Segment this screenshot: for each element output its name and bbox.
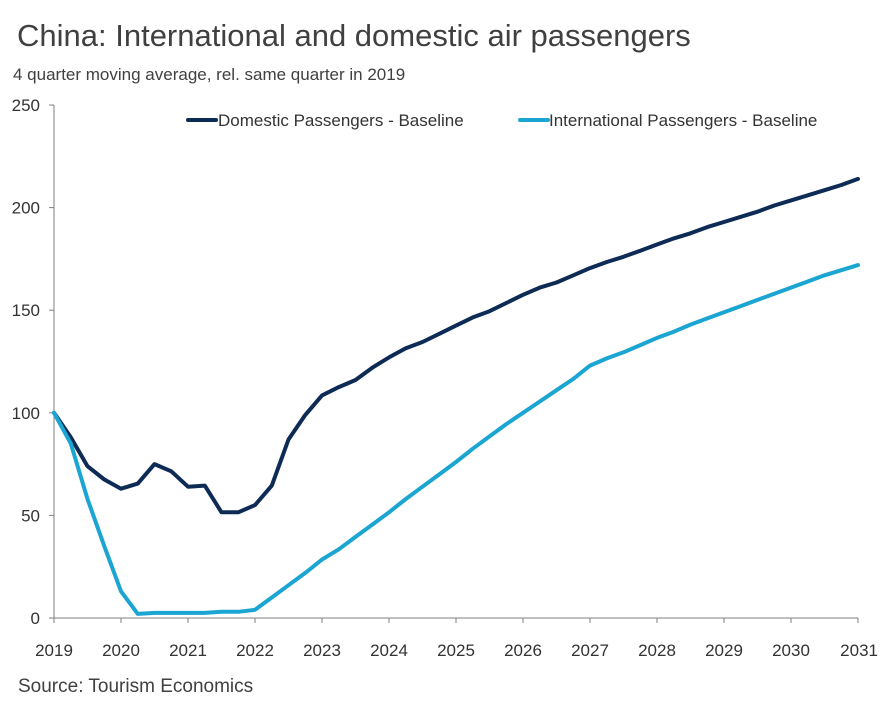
x-tick-label: 2027 [571, 641, 609, 660]
x-tick-label: 2030 [772, 641, 810, 660]
y-tick-label: 150 [12, 301, 40, 320]
domestic-series-line [52, 176, 860, 515]
international-series-line [52, 263, 860, 616]
x-tick-label: 2031 [840, 641, 878, 660]
legend-label-domestic: Domestic Passengers - Baseline [218, 111, 464, 130]
chart-source: Source: Tourism Economics [18, 676, 254, 697]
chart-title: China: International and domestic air pa… [17, 18, 691, 53]
x-tick-label: 2020 [102, 641, 140, 660]
x-tick-label: 2022 [236, 641, 274, 660]
x-tick-label: 2025 [437, 641, 475, 660]
x-tick-label: 2021 [169, 641, 207, 660]
chart-legend: Domestic Passengers - Baseline Internatio… [186, 111, 817, 130]
x-tick-label: 2024 [370, 641, 408, 660]
chart-subtitle: 4 quarter moving average, rel. same quar… [13, 65, 406, 84]
series-layer [52, 176, 860, 616]
x-tick-label: 2029 [705, 641, 743, 660]
x-tick-label: 2028 [638, 641, 676, 660]
x-tick-label: 2023 [303, 641, 341, 660]
x-tick-label: 2026 [504, 641, 542, 660]
y-tick-label: 250 [12, 96, 40, 115]
x-tick-label: 2019 [35, 641, 73, 660]
legend-label-international: International Passengers - Baseline [549, 111, 817, 130]
chart-axes: 0 50 100 150 200 250 2019 2020 2021 2022 2023 2024 2… [12, 96, 878, 660]
y-tick-label: 0 [31, 609, 40, 628]
y-tick-label: 100 [12, 404, 40, 423]
y-tick-label: 200 [12, 199, 40, 218]
y-tick-label: 50 [21, 506, 40, 525]
